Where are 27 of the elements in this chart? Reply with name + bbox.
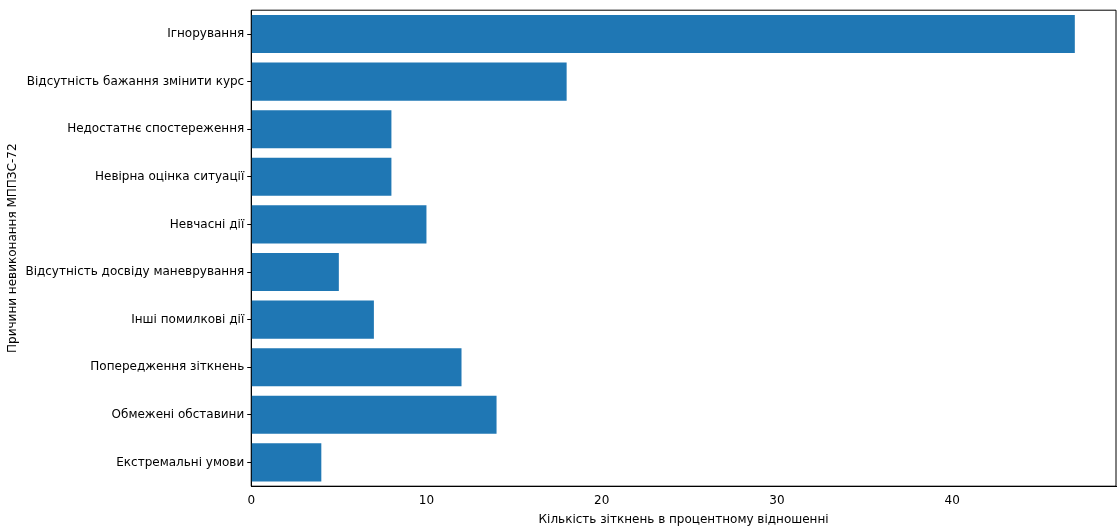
y-tick-label: Обмежені обставини bbox=[111, 406, 245, 421]
bar bbox=[251, 395, 497, 434]
y-tick-label: Ігнорування bbox=[167, 26, 245, 41]
y-tick-label: Попередження зіткнень bbox=[90, 359, 245, 374]
bar bbox=[251, 348, 462, 387]
y-tick-label: Інші помилкові дії bbox=[131, 311, 245, 326]
x-tick-label: 40 bbox=[944, 492, 960, 507]
bar bbox=[251, 252, 339, 292]
y-tick-label: Недостатнє спостереження bbox=[67, 121, 245, 136]
bar bbox=[251, 110, 392, 149]
x-axis-title: Кількість зіткнень в процентному відношенні bbox=[538, 511, 829, 526]
y-tick-label: Відсутність досвіду маневрування bbox=[25, 264, 245, 279]
y-tick-label: Невчасні дії bbox=[169, 216, 245, 231]
x-tick-label: 20 bbox=[594, 492, 610, 507]
bar bbox=[251, 14, 1075, 54]
bar bbox=[251, 443, 322, 482]
y-tick-label: Екстремальні умови bbox=[116, 454, 245, 469]
bar bbox=[251, 300, 374, 339]
bar bbox=[251, 62, 567, 101]
bar bbox=[251, 157, 392, 196]
x-tick-label: 0 bbox=[247, 492, 256, 507]
y-axis-title: Причини невиконання МППЗС-72 bbox=[5, 143, 20, 353]
y-tick-label: Відсутність бажання змінити курс bbox=[26, 73, 245, 88]
x-tick-label: 30 bbox=[769, 492, 785, 507]
y-tick-label: Невірна оцінка ситуації bbox=[94, 168, 245, 183]
bar bbox=[251, 205, 427, 244]
x-tick-label: 10 bbox=[418, 492, 435, 507]
